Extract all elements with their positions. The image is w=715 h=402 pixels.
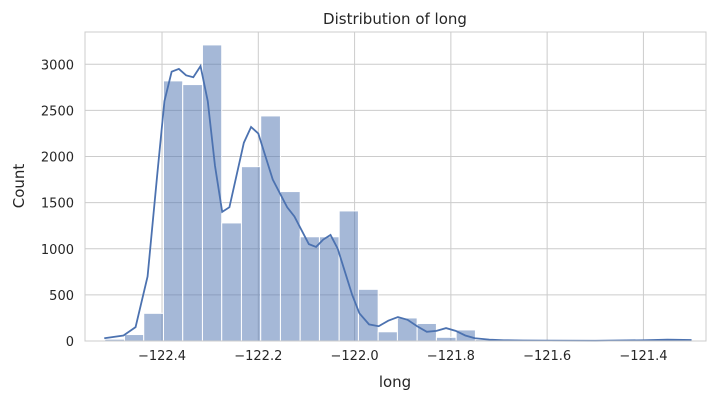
- y-tick-label: 1500: [41, 197, 74, 212]
- y-tick-label: 2000: [41, 151, 74, 166]
- histogram-bar: [221, 222, 242, 342]
- plot-frame: [84, 31, 707, 342]
- histogram-bar: [299, 236, 320, 342]
- histogram-bar: [377, 331, 398, 342]
- y-tick-label: 500: [49, 289, 74, 304]
- x-tick-label: −122.4: [138, 349, 186, 364]
- x-tick-label: −121.8: [427, 349, 475, 364]
- y-tick-label: 2500: [41, 104, 74, 119]
- histogram-bar: [162, 80, 184, 342]
- histogram-bar: [279, 191, 301, 342]
- chart-title: Distribution of long: [323, 10, 467, 28]
- x-tick-label: −121.6: [523, 349, 571, 364]
- histogram-bar: [338, 210, 359, 342]
- x-tick-label: −122.0: [331, 349, 379, 364]
- histogram-bar: [143, 312, 164, 342]
- histogram-bar: [318, 236, 340, 342]
- x-tick-label: −122.2: [234, 349, 282, 364]
- x-tick-label: −121.4: [619, 349, 667, 364]
- histogram-bar: [182, 84, 203, 342]
- y-tick-label: 3000: [41, 58, 74, 73]
- y-tick-label: 1000: [41, 243, 74, 258]
- kde-curve: [104, 63, 692, 342]
- y-axis-label: Count: [10, 164, 28, 209]
- histogram-bar: [435, 336, 457, 342]
- histogram-bar: [396, 317, 418, 342]
- histogram-bar: [240, 166, 262, 342]
- y-tick-label: 0: [66, 335, 74, 350]
- x-axis-label: long: [379, 373, 411, 391]
- histogram-bars: [104, 44, 691, 342]
- histogram-bar: [123, 334, 145, 342]
- x-axis-ticks: −122.4 −122.2 −122.0 −121.8 −121.6 −121.4: [138, 349, 668, 364]
- y-axis-ticks: 0 500 1000 1500 2000 2500 3000: [41, 58, 74, 350]
